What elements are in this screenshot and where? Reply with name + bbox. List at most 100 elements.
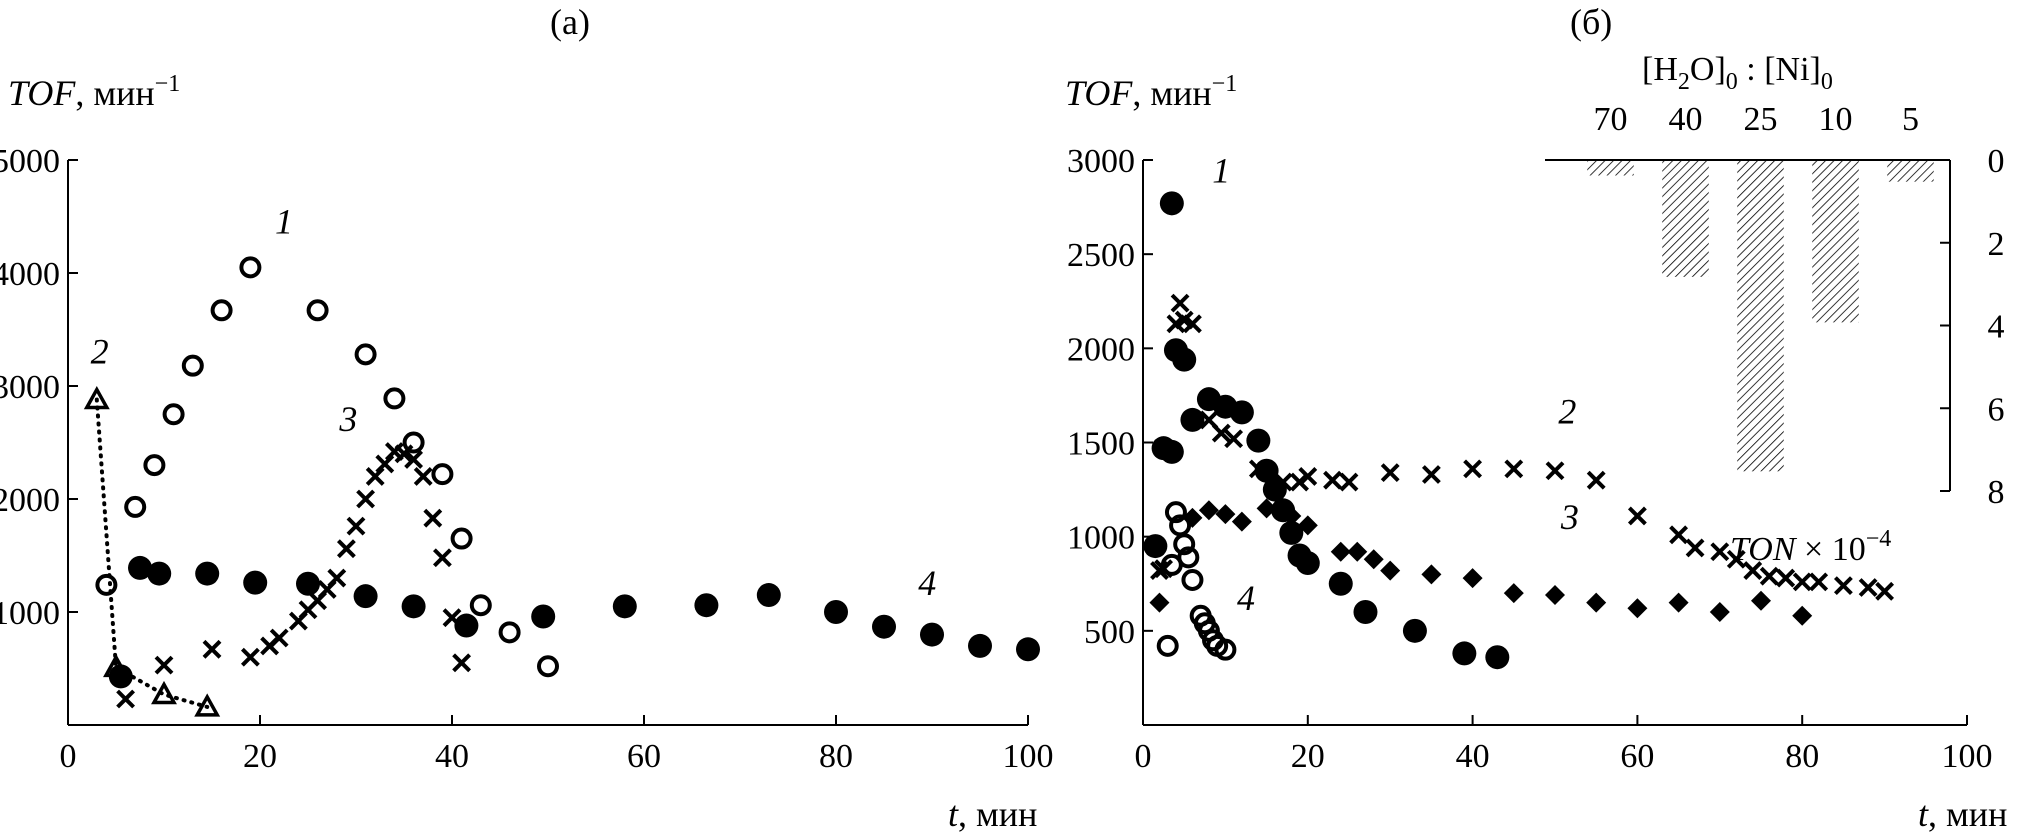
- panel-b-series-1-point: [1180, 407, 1205, 432]
- inset-y-axis-title: TON × 10−4: [1730, 526, 1891, 568]
- panel-a-series-3-point: [327, 568, 347, 588]
- inset-title: [H2O]0 : [Ni]0: [1642, 51, 1833, 95]
- inset-y-tick-label: 8: [1988, 474, 2005, 511]
- panel-b-series-1-point: [1229, 400, 1254, 425]
- panel-b-series-1-point: [1485, 645, 1510, 670]
- panel-a-x-tick-label: 20: [243, 738, 277, 775]
- panel-a-label: (а): [550, 2, 590, 42]
- panel-b-series-2-point: [1248, 459, 1268, 479]
- panel-b-series-1-point: [1279, 520, 1304, 545]
- panel-a-series-4-point: [353, 584, 378, 609]
- panel-b-series-2-point: [1627, 506, 1647, 526]
- panel-b-series-2-point: [1685, 538, 1705, 558]
- panel-b-series-2-point: [1743, 561, 1763, 580]
- panel-b-series-2-point: [1710, 542, 1730, 562]
- panel-b-series-3-point: [1347, 541, 1368, 562]
- panel-a-x-tick-label: 0: [60, 738, 77, 775]
- panel-b-series-2-point: [1726, 549, 1746, 569]
- panel-b-series-2-point: [1170, 293, 1190, 313]
- panel-a-series-label-3: 3: [338, 399, 357, 439]
- panel-a-y-tick-label: 2000: [0, 482, 60, 519]
- panel-a-x-tick-label: 100: [1003, 738, 1054, 775]
- panel-b-series-1-point: [1353, 600, 1378, 624]
- panel-a-series-4-point: [968, 633, 992, 658]
- panel-a-series-label-1: 1: [275, 201, 293, 241]
- panel-a-x-tick-label: 80: [819, 738, 853, 775]
- panel-b-series-3-point: [1380, 560, 1401, 581]
- panel-a-series-4-point: [401, 594, 426, 619]
- panel-a-series-3-point: [365, 466, 385, 486]
- panel-b-y-tick-label: 1000: [1067, 520, 1135, 557]
- panel-b-series-3-point: [1330, 541, 1351, 562]
- inset-y-tick-label: 6: [1988, 391, 2005, 428]
- panel-a-series-1-point: [181, 354, 204, 377]
- panel-b-series-2-point: [1759, 566, 1779, 586]
- panel-a-series-4-point: [454, 613, 479, 638]
- panel-b-series-4-point: [1214, 638, 1237, 661]
- panel-b-series-3-point: [1792, 605, 1813, 626]
- panel-b-series-1-point: [1328, 571, 1353, 596]
- panel-b-series-2-point: [1323, 470, 1342, 490]
- inset-bar: [1587, 161, 1634, 176]
- panel-b-plot: 0 20 40 60 80 100 500 1000 1500 2000 2500 3000 1 2 3 4: [1067, 143, 1993, 775]
- panel-b-series-1-point: [1246, 428, 1271, 453]
- inset-bar: [1662, 161, 1709, 277]
- panel-b-x-axis-title: t, мин: [1918, 794, 2007, 834]
- panel-a-series-4-point: [612, 594, 637, 619]
- panel-b-x-tick-label: 0: [1135, 738, 1152, 775]
- panel-a-series-3-point: [423, 508, 443, 528]
- panel-b-series-2-point: [1776, 568, 1796, 588]
- inset-category-label: 40: [1669, 101, 1703, 138]
- panel-b-series-label-2: 2: [1558, 392, 1576, 432]
- inset-category-label: 70: [1594, 101, 1628, 138]
- panel-b-series-1-point: [1159, 191, 1184, 216]
- panel-b-series-3-point: [1215, 504, 1236, 525]
- panel-b-series-2-point: [1545, 461, 1565, 481]
- panel-a-series-3-point: [202, 639, 222, 659]
- panel-a-series-4-point: [195, 561, 220, 586]
- panel-a-series-1-point: [95, 573, 118, 596]
- inset-bar: [1887, 161, 1934, 182]
- panel-a-y-tick-label: 4000: [0, 256, 60, 293]
- panel-a-y-axis-title: TOF, мин−1: [8, 71, 180, 113]
- panel-a-series-1-point: [383, 387, 406, 410]
- panel-a-x-tick-label: 40: [435, 738, 469, 775]
- panel-a-series-4-point: [694, 593, 719, 618]
- panel-a-series-4-point: [128, 555, 152, 580]
- panel-a-series-2-point: [151, 680, 177, 705]
- panel-b-series-2-point: [1211, 423, 1231, 443]
- panel-a-series-3-point: [375, 454, 395, 474]
- panel-a-series-3-point: [356, 489, 376, 509]
- panel-a-series-1-point: [143, 454, 166, 477]
- panel-b-series-1-point: [1143, 534, 1168, 559]
- panel-b-series-2-point: [1504, 459, 1524, 479]
- panel-a-x-tick-label: 60: [627, 738, 661, 775]
- panel-a-series-4-point: [147, 561, 172, 586]
- panel-b-y-tick-label: 3000: [1067, 143, 1135, 180]
- panel-b-y-tick-label: 500: [1084, 614, 1135, 651]
- panel-b-y-tick-label: 2500: [1067, 237, 1135, 274]
- panel-b-series-label-3: 3: [1560, 497, 1579, 537]
- panel-b-series-4-point: [1181, 568, 1204, 591]
- panel-a-series-4-point: [756, 583, 781, 608]
- panel-a-series-1-point: [537, 655, 559, 678]
- inset-y-tick-label: 2: [1988, 226, 2005, 263]
- panel-a-series-1-point: [162, 403, 185, 426]
- panel-b-series-3-point: [1668, 592, 1689, 613]
- panel-a-series-1-point: [354, 343, 377, 366]
- panel-b-series-1-point: [1402, 618, 1427, 643]
- panel-a-series-1-point: [402, 431, 425, 454]
- panel-b-y-tick-label: 2000: [1067, 331, 1135, 368]
- panel-a-series-1-point: [124, 495, 147, 518]
- panel-b-x-tick-label: 60: [1620, 738, 1654, 775]
- panel-a-series-1-point: [469, 594, 492, 617]
- panel-a-series-1-point: [239, 256, 262, 279]
- panel-b-series-3-point: [1545, 585, 1565, 606]
- inset-bar-chart: 0 2 4 6 8 70 40 25 10 5: [1545, 101, 2005, 511]
- panel-a-series-label-2: 2: [91, 331, 109, 371]
- panel-a-series-1-point: [306, 299, 329, 322]
- panel-b-series-4-point: [1177, 546, 1200, 569]
- panel-a-y-tick-label: 1000: [0, 595, 60, 632]
- panel-b-series-2-point: [1875, 581, 1895, 601]
- panel-b-series-3-point: [1709, 602, 1730, 622]
